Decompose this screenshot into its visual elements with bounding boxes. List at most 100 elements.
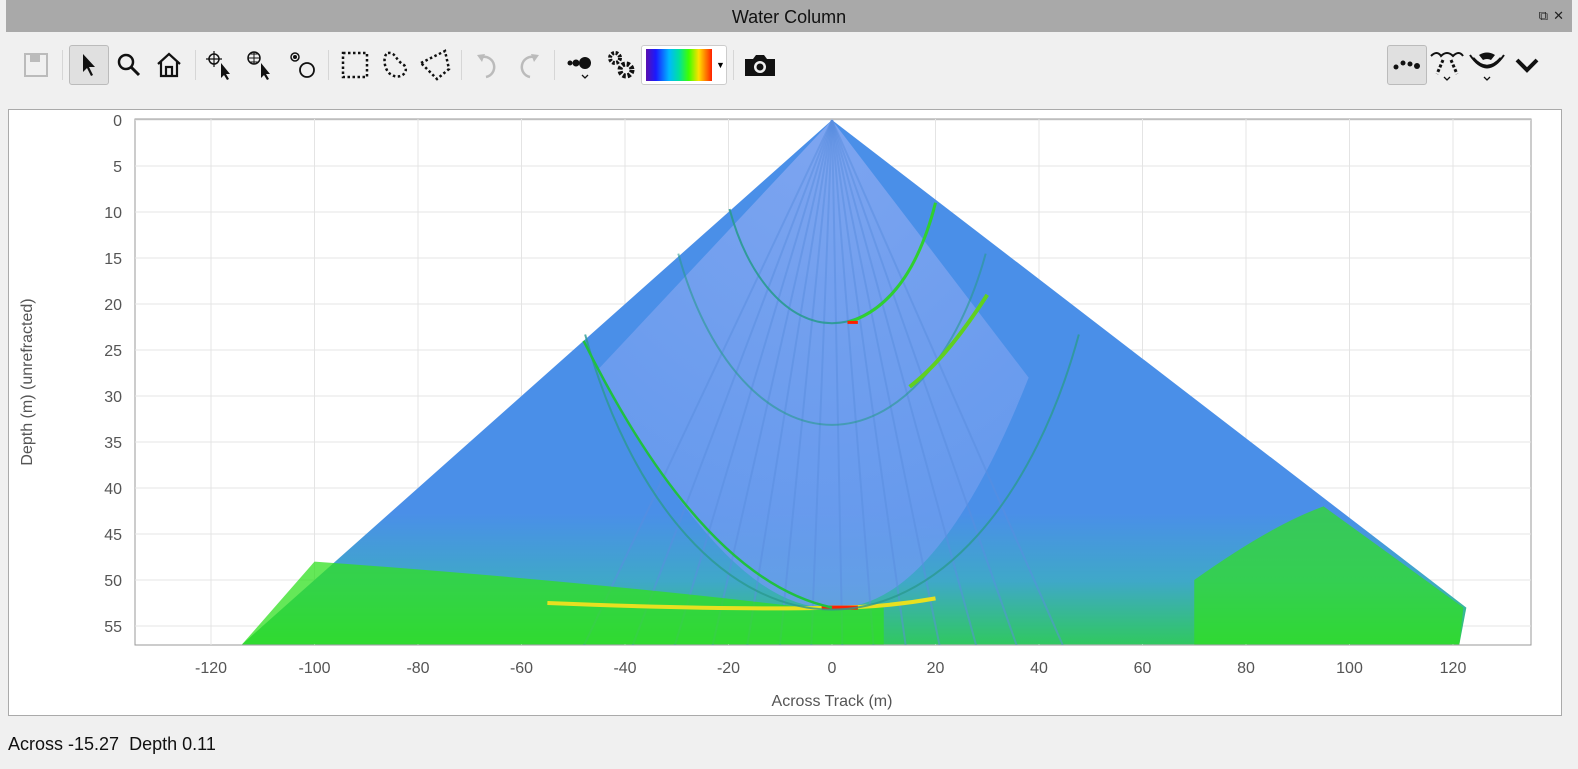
y-tick-label: 25	[104, 343, 122, 360]
rect-select-button[interactable]	[335, 45, 375, 85]
beam-streak	[831, 119, 1018, 645]
x-tick-label: 60	[1134, 660, 1152, 677]
x-tick-label: -60	[510, 660, 533, 677]
redo-icon	[520, 54, 539, 79]
pick-point-button[interactable]	[202, 45, 242, 85]
water-column-arc	[582, 340, 833, 609]
settings-button[interactable]	[601, 45, 641, 85]
home-button[interactable]	[149, 45, 189, 85]
x-tick-label: 120	[1440, 660, 1467, 677]
x-tick-label: -20	[717, 660, 740, 677]
x-tick-label: -120	[195, 660, 227, 677]
undo-button[interactable]	[468, 45, 508, 85]
beam-pattern-button[interactable]	[1427, 45, 1467, 85]
range-arc	[677, 253, 987, 426]
across-label: Across	[8, 734, 64, 754]
save-button[interactable]	[16, 45, 56, 85]
range-arc	[584, 334, 1080, 611]
title-bar: Water Column ⧉ ✕	[6, 0, 1572, 32]
seafloor-return-right	[1194, 506, 1464, 645]
y-tick-label: 35	[104, 435, 122, 452]
x-tick-label: 0	[828, 660, 837, 677]
polygon-select-icon	[419, 49, 451, 81]
y-tick-label: 10	[104, 205, 122, 222]
y-axis-label: Depth (m) (unrefracted)	[19, 298, 36, 465]
points-dropdown-icon	[567, 57, 591, 79]
y-tick-label: 50	[104, 573, 122, 590]
x-axis-label: Across Track (m)	[772, 693, 893, 710]
more-button[interactable]	[1507, 45, 1547, 85]
x-tick-label: -80	[406, 660, 429, 677]
x-tick-labels: -120 -100 -80 -60 -40 -20 0 20 40 60 80 100 120	[195, 660, 1466, 677]
y-tick-label: 20	[104, 297, 122, 314]
beam-pattern-dropdown-icon	[1430, 52, 1464, 81]
target-streak	[847, 202, 937, 324]
x-tick-label: -100	[298, 660, 330, 677]
home-icon	[157, 52, 181, 78]
depth-value: 0.11	[182, 734, 216, 754]
y-tick-label: 45	[104, 527, 122, 544]
pick-target-icon	[290, 52, 315, 78]
beam-streak	[831, 119, 907, 645]
beam-streak	[711, 119, 833, 645]
camera-icon	[745, 55, 775, 76]
beam-streak	[583, 119, 833, 645]
settings-icon	[608, 51, 635, 79]
points-dropdown-button[interactable]	[561, 45, 601, 85]
beam-streak	[810, 119, 833, 645]
restore-icon[interactable]: ⧉	[1538, 8, 1548, 23]
pick-geo-button[interactable]	[242, 45, 282, 85]
target-streak	[908, 293, 989, 389]
beam-streak	[831, 119, 844, 645]
depth-label: Depth	[129, 734, 178, 754]
pick-target-button[interactable]	[282, 45, 322, 85]
toolbar-left: ▼	[16, 44, 780, 86]
beam-streak	[778, 119, 833, 645]
rect-select-icon	[341, 51, 369, 79]
camera-button[interactable]	[740, 45, 780, 85]
zoom-button[interactable]	[109, 45, 149, 85]
y-tick-label: 40	[104, 481, 122, 498]
beam-streak	[746, 119, 833, 645]
pointer-button[interactable]	[69, 45, 109, 85]
x-tick-label: 20	[927, 660, 945, 677]
sonar-fan-button[interactable]	[1467, 45, 1507, 85]
pointer-icon	[83, 54, 95, 76]
across-value: -15.27	[68, 734, 120, 754]
lasso-select-button[interactable]	[375, 45, 415, 85]
x-tick-label: 40	[1030, 660, 1048, 677]
beam-streak	[673, 119, 833, 645]
beam-streak	[831, 119, 978, 645]
window-title: Water Column	[731, 7, 847, 27]
y-tick-labels: 0 5 10 15 20 25 30 35 40 45 50 55	[104, 113, 122, 636]
y-tick-label: 55	[104, 619, 122, 636]
beam-streak	[831, 119, 1064, 645]
soundings-icon	[1393, 60, 1420, 70]
y-tick-label: 30	[104, 389, 122, 406]
y-tick-label: 5	[113, 159, 122, 176]
toolbar-right	[1387, 44, 1547, 86]
fan-image	[242, 119, 1467, 645]
soundings-button[interactable]	[1387, 45, 1427, 85]
pick-geo-icon	[247, 51, 270, 80]
polygon-select-button[interactable]	[415, 45, 455, 85]
colormap-preview	[646, 49, 712, 81]
near-nadir-region	[599, 120, 1029, 608]
caret-down-icon: ▼	[716, 60, 725, 70]
undo-icon	[477, 54, 496, 79]
lasso-select-icon	[383, 51, 408, 78]
beam-streak	[631, 119, 833, 645]
close-icon[interactable]: ✕	[1553, 8, 1564, 23]
y-tick-label: 15	[104, 251, 122, 268]
x-tick-label: 80	[1237, 660, 1255, 677]
x-tick-label: -40	[613, 660, 636, 677]
x-tick-label: 100	[1336, 660, 1363, 677]
status-bar: Across -15.27 Depth 0.11	[8, 734, 216, 755]
sonar-fan-dropdown-icon	[1469, 52, 1505, 81]
redo-button[interactable]	[508, 45, 548, 85]
colormap-dropdown[interactable]: ▼	[641, 45, 727, 85]
save-icon	[24, 53, 48, 77]
chevron-down-icon	[1515, 58, 1539, 73]
y-tick-label: 0	[113, 113, 122, 130]
